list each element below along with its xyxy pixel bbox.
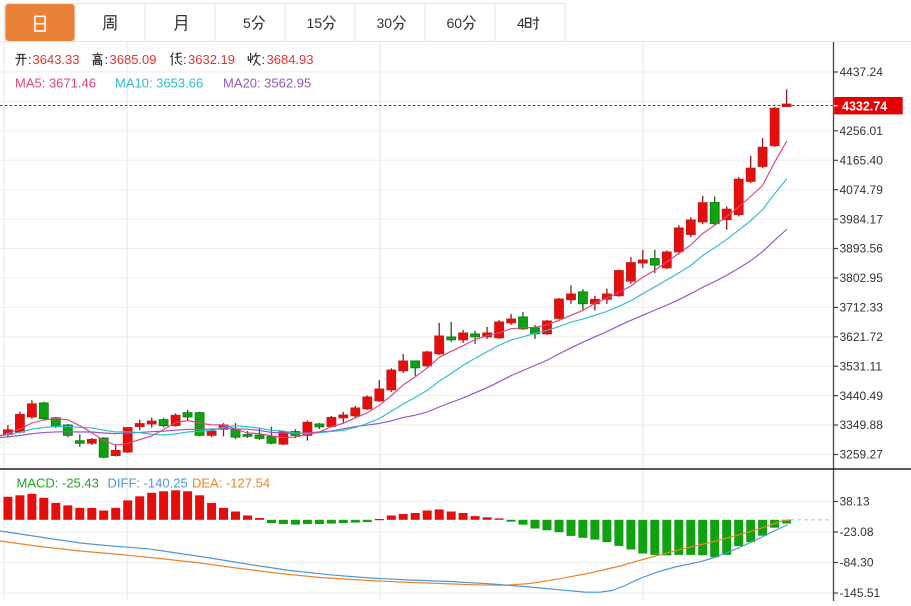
svg-text:4074.79: 4074.79 xyxy=(840,183,884,197)
svg-text:-23.08: -23.08 xyxy=(840,525,874,539)
svg-text:4437.24: 4437.24 xyxy=(840,65,884,79)
svg-text:3531.11: 3531.11 xyxy=(840,359,883,373)
svg-text:3802.95: 3802.95 xyxy=(840,271,884,285)
svg-text:DEA: -127.54: DEA: -127.54 xyxy=(192,476,270,491)
svg-text::: : xyxy=(28,52,32,67)
svg-text::: : xyxy=(183,52,187,67)
svg-text::: : xyxy=(262,52,266,67)
svg-text:MA5: 3671.46: MA5: 3671.46 xyxy=(15,76,96,91)
svg-text::: : xyxy=(105,52,109,67)
svg-text:4256.01: 4256.01 xyxy=(840,124,884,138)
svg-text:MACD: -25.43: MACD: -25.43 xyxy=(17,476,99,491)
svg-text:3712.33: 3712.33 xyxy=(840,301,884,315)
svg-text:3621.72: 3621.72 xyxy=(840,330,884,344)
svg-text:4165.40: 4165.40 xyxy=(840,154,884,168)
svg-text:3643.33: 3643.33 xyxy=(33,52,80,67)
svg-text:5: 5 xyxy=(243,15,251,31)
svg-text:15: 15 xyxy=(307,15,323,31)
svg-text:3984.17: 3984.17 xyxy=(840,212,884,226)
svg-text:MA20: 3562.95: MA20: 3562.95 xyxy=(223,76,311,91)
svg-text:3259.27: 3259.27 xyxy=(840,448,884,462)
svg-text:4: 4 xyxy=(517,15,525,31)
svg-text:3440.49: 3440.49 xyxy=(840,389,884,403)
svg-text:MA10: 3653.66: MA10: 3653.66 xyxy=(115,76,203,91)
svg-text:3685.09: 3685.09 xyxy=(110,52,157,67)
svg-text:30: 30 xyxy=(377,15,393,31)
svg-text:-84.30: -84.30 xyxy=(840,556,874,570)
svg-text:3632.19: 3632.19 xyxy=(188,52,235,67)
svg-text:3893.56: 3893.56 xyxy=(840,242,884,256)
svg-text:3349.88: 3349.88 xyxy=(840,418,884,432)
svg-text:60: 60 xyxy=(447,15,463,31)
svg-text:-145.51: -145.51 xyxy=(840,586,881,600)
svg-text:38.13: 38.13 xyxy=(840,495,870,509)
svg-text:3684.93: 3684.93 xyxy=(267,52,314,67)
svg-text:4332.74: 4332.74 xyxy=(842,100,887,114)
svg-text:DIFF: -140.25: DIFF: -140.25 xyxy=(108,476,188,491)
